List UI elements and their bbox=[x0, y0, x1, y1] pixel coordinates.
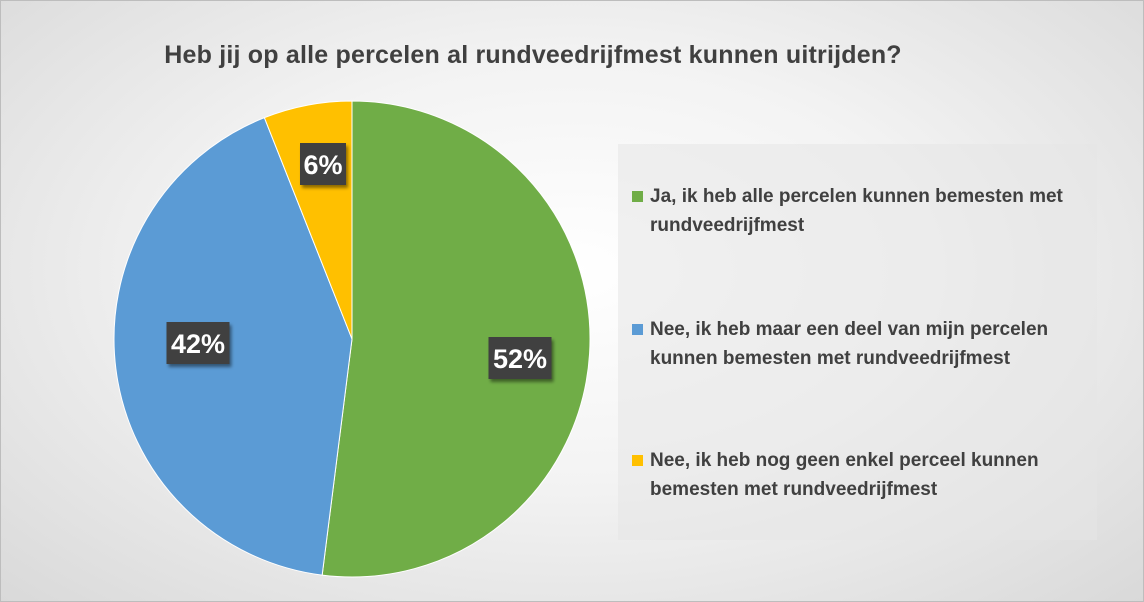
legend-swatch-ja bbox=[632, 191, 643, 202]
data-label-ja: 52% bbox=[488, 337, 552, 379]
legend-swatch-nee-deel bbox=[632, 324, 643, 335]
pie-slice-ja bbox=[321, 100, 591, 578]
legend-label-ja: Ja, ik heb alle percelen kunnen bemesten… bbox=[650, 186, 1063, 236]
legend-label-nee-deel: Nee, ik heb maar een deel van mijn perce… bbox=[650, 319, 1049, 369]
legend-label-nee-geen: Nee, ik heb nog geen enkel perceel kunne… bbox=[650, 450, 1039, 500]
data-label-box-nee-geen bbox=[300, 143, 346, 185]
legend-swatch-nee-geen bbox=[632, 455, 643, 466]
legend-item-nee-deel: Nee, ik heb maar een deel van mijn perce… bbox=[632, 315, 1082, 373]
chart-title: Heb jij op alle percelen al rundveedrijf… bbox=[164, 41, 902, 69]
legend-item-nee-geen: Nee, ik heb nog geen enkel perceel kunne… bbox=[632, 446, 1082, 504]
data-label-nee-deel: 42% bbox=[166, 322, 230, 364]
data-label-box-nee-deel bbox=[166, 322, 230, 364]
data-label-nee-geen: 6% bbox=[300, 143, 346, 185]
legend: Ja, ik heb alle percelen kunnen bemesten… bbox=[618, 144, 1097, 540]
pie-slice-nee-deel bbox=[113, 117, 353, 576]
legend-item-ja: Ja, ik heb alle percelen kunnen bemesten… bbox=[632, 182, 1082, 240]
data-label-text-ja: 52% bbox=[493, 344, 547, 374]
data-label-text-nee-deel: 42% bbox=[171, 329, 225, 359]
data-label-box-ja bbox=[488, 337, 552, 379]
data-label-text-nee-geen: 6% bbox=[303, 150, 342, 180]
